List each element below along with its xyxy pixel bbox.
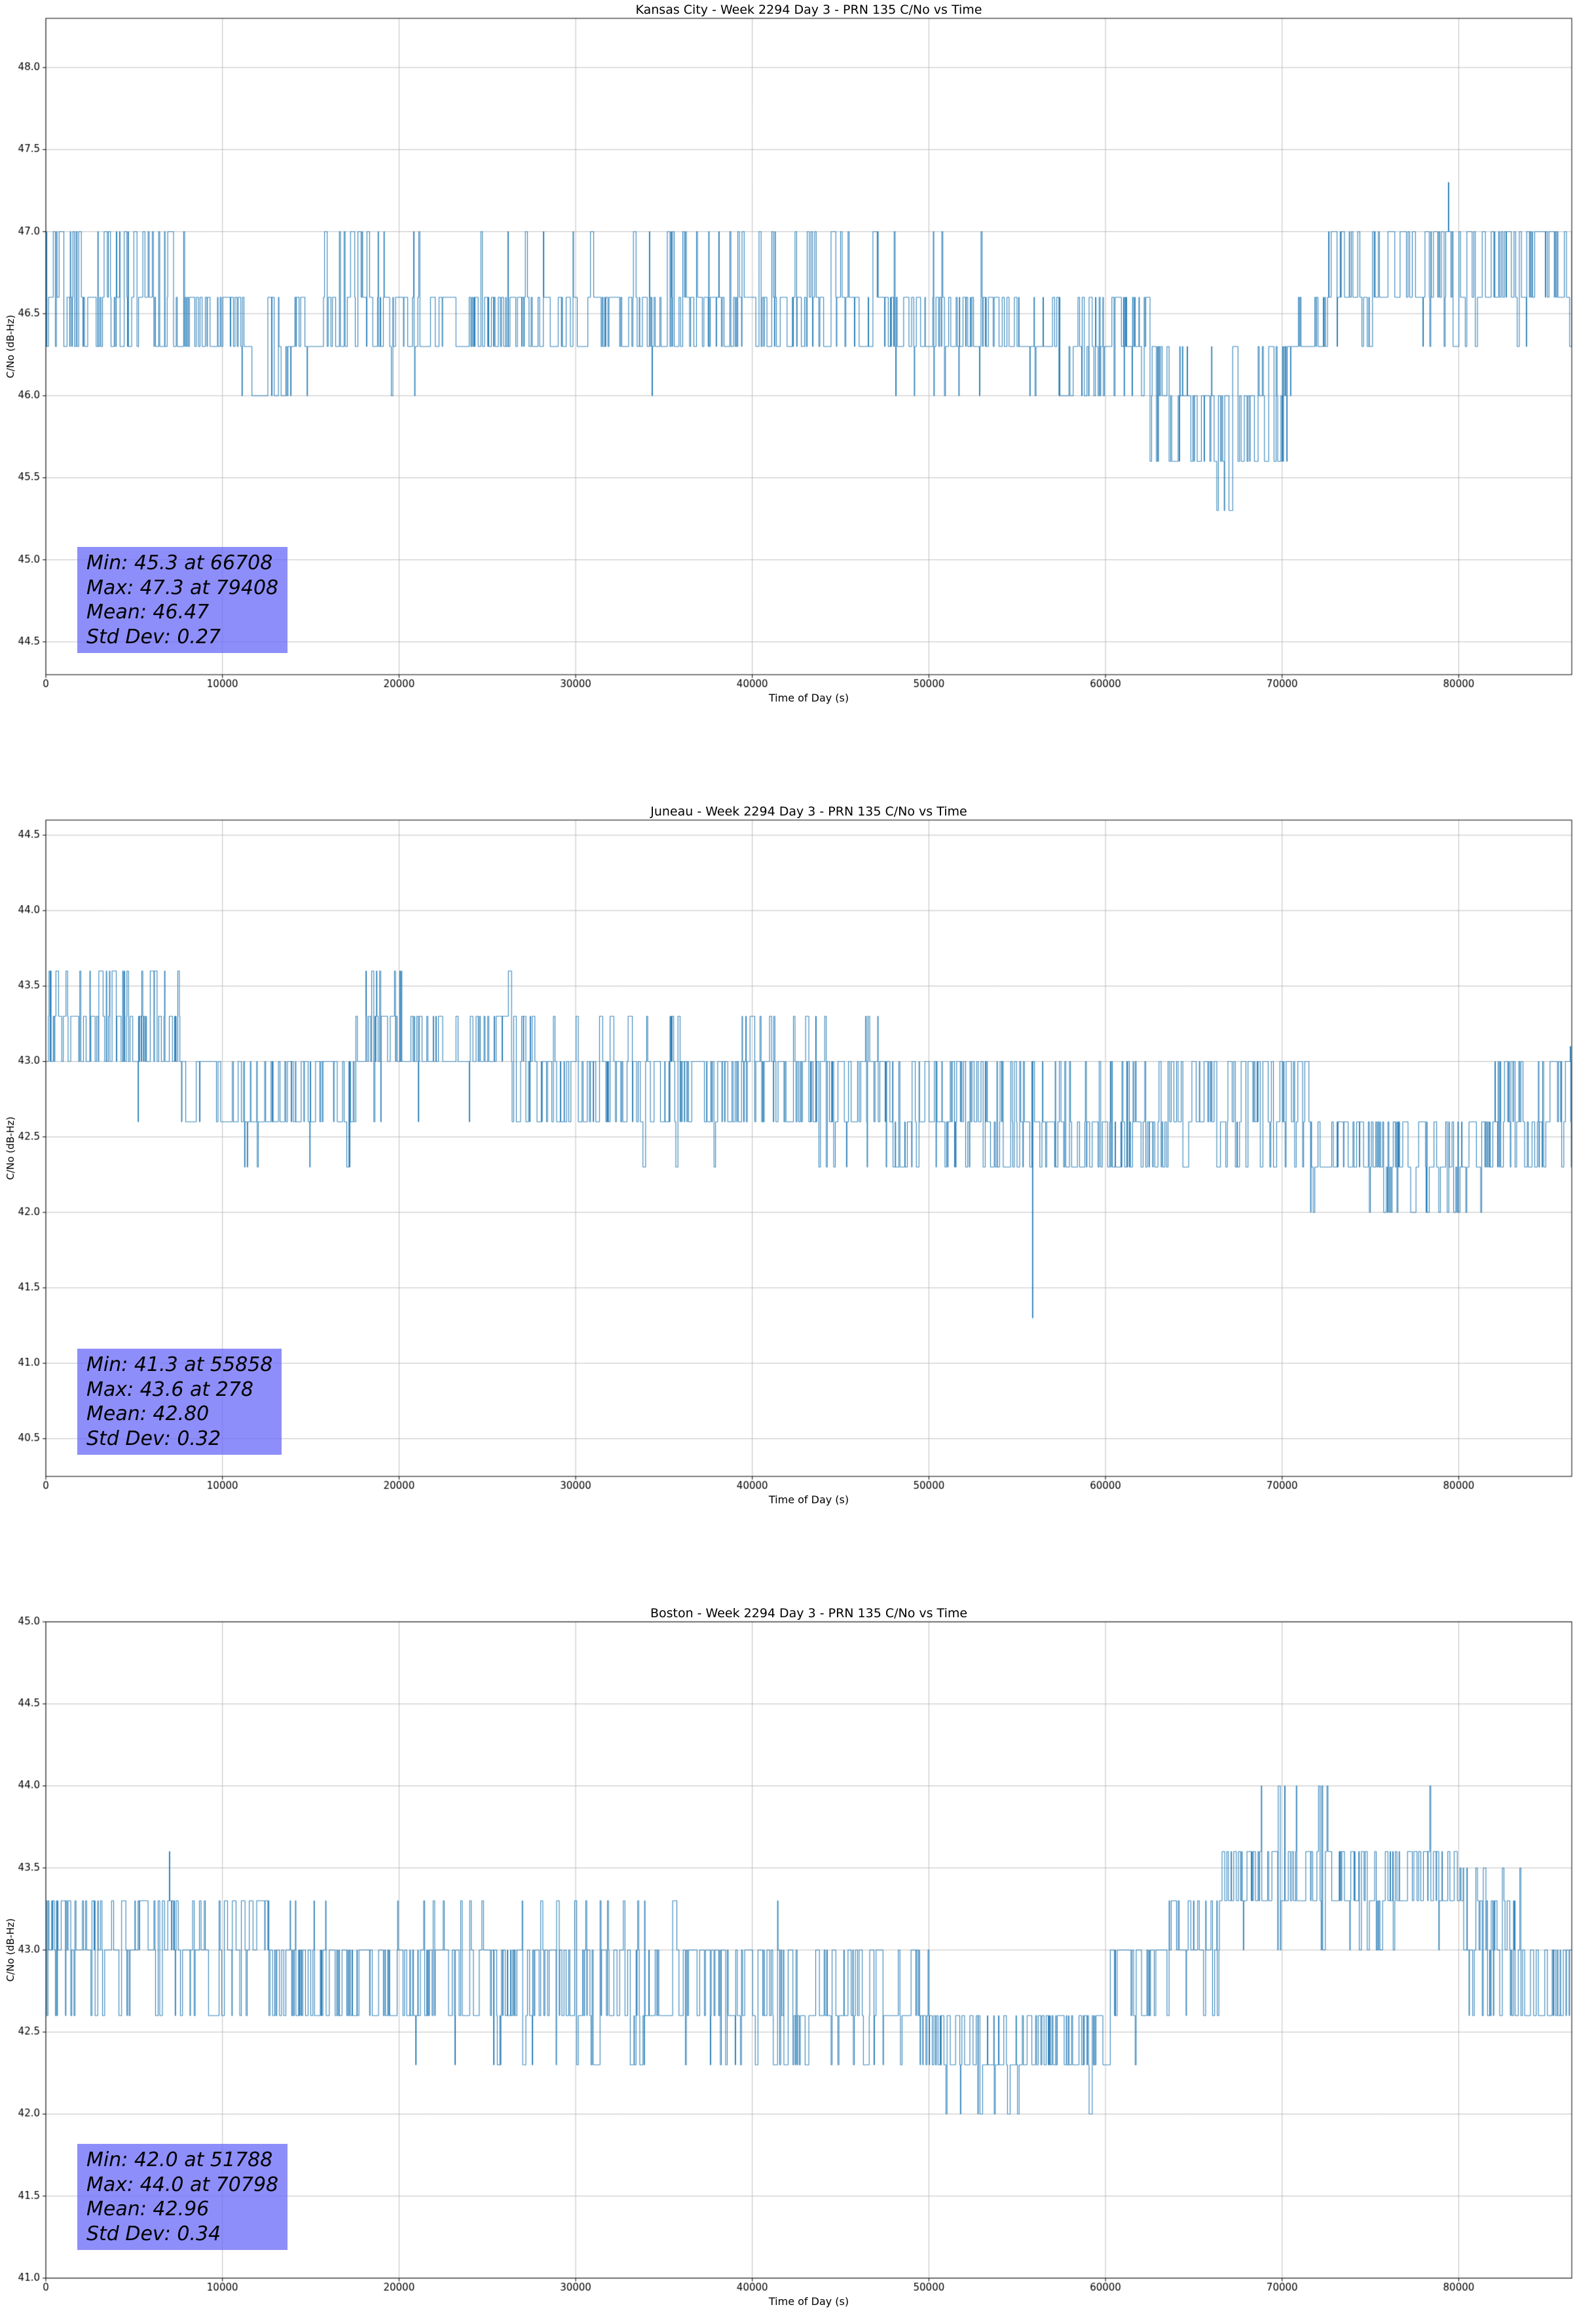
stat-mean: Mean: 42.80 xyxy=(86,1402,210,1425)
stat-mean: Mean: 42.96 xyxy=(86,2198,210,2221)
chart-title: Kansas City - Week 2294 Day 3 - PRN 135 … xyxy=(635,3,982,17)
x-axis-label: Time of Day (s) xyxy=(768,2295,849,2308)
chart-figure-boston: Boston - Week 2294 Day 3 - PRN 135 C/No … xyxy=(0,1603,1577,2324)
chart-figure-juneau: Juneau - Week 2294 Day 3 - PRN 135 C/No … xyxy=(0,802,1577,1522)
chart-title: Juneau - Week 2294 Day 3 - PRN 135 C/No … xyxy=(650,804,967,819)
chart-title: Boston - Week 2294 Day 3 - PRN 135 C/No … xyxy=(650,1606,968,1621)
stat-stddev: Std Dev: 0.34 xyxy=(86,2222,221,2245)
y-axis-label: C/No (dB-Hz) xyxy=(5,1116,16,1180)
stat-min: Min: 42.0 at 51788 xyxy=(86,2148,273,2171)
y-axis-label: C/No (dB-Hz) xyxy=(5,314,16,379)
stats-annotation: Min: 45.3 at 66708 Max: 47.3 at 79408 Me… xyxy=(77,547,288,653)
x-axis-label: Time of Day (s) xyxy=(768,692,849,704)
chart-figure-kansas-city: Kansas City - Week 2294 Day 3 - PRN 135 … xyxy=(0,0,1577,721)
stat-mean: Mean: 46.47 xyxy=(86,601,210,624)
stat-max: Max: 44.0 at 70798 xyxy=(86,2173,279,2196)
stat-min: Min: 41.3 at 55858 xyxy=(86,1353,273,1376)
stats-annotation: Min: 42.0 at 51788 Max: 44.0 at 70798 Me… xyxy=(77,2144,288,2250)
stat-max: Max: 43.6 at 278 xyxy=(86,1378,253,1401)
y-axis-label: C/No (dB-Hz) xyxy=(5,1918,16,1982)
stats-annotation: Min: 41.3 at 55858 Max: 43.6 at 278 Mean… xyxy=(77,1349,282,1455)
stat-min: Min: 45.3 at 66708 xyxy=(86,552,273,574)
stat-stddev: Std Dev: 0.32 xyxy=(86,1427,221,1450)
stat-stddev: Std Dev: 0.27 xyxy=(86,625,221,648)
stat-max: Max: 47.3 at 79408 xyxy=(86,576,279,599)
x-axis-label: Time of Day (s) xyxy=(768,1493,849,1506)
